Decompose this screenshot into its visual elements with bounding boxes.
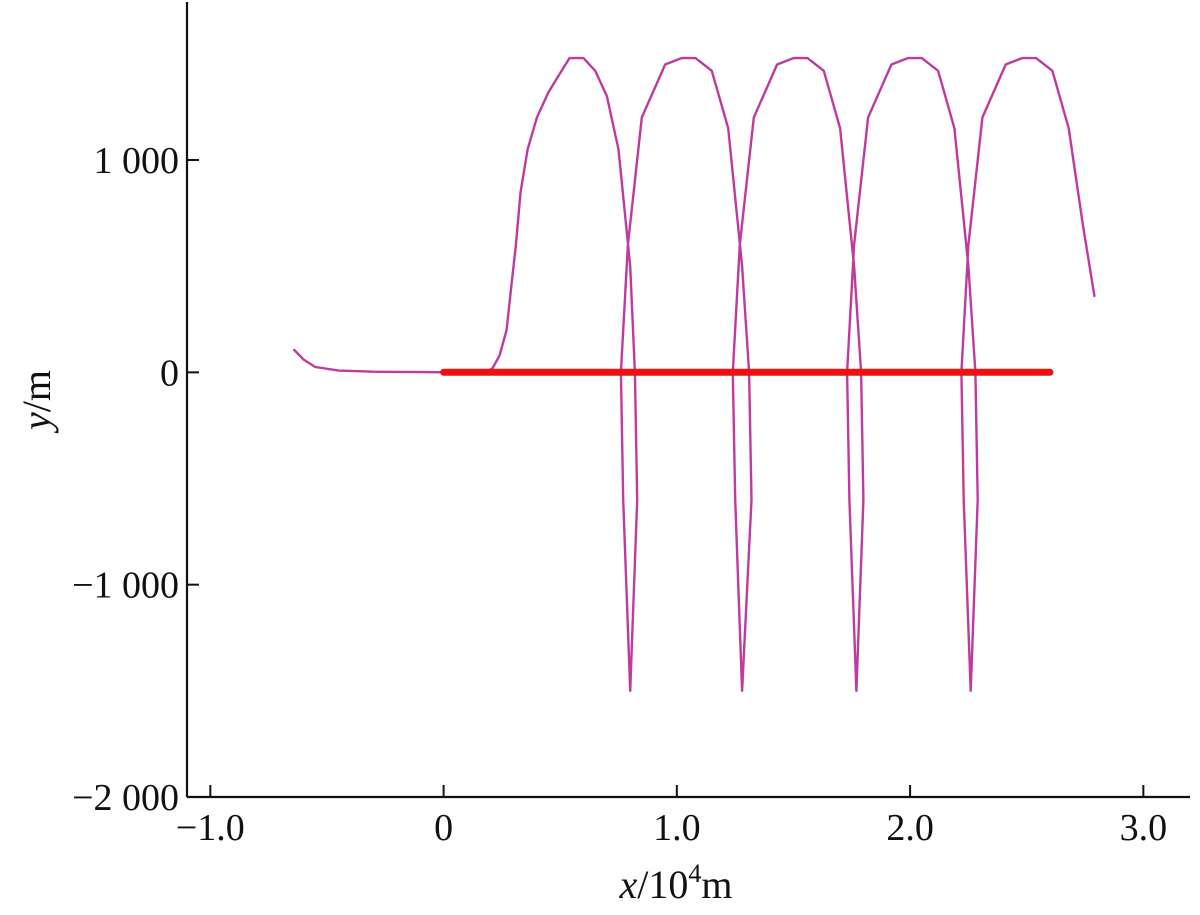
x-axis-title: x/104m <box>618 859 732 907</box>
y-tick-label: 1 000 <box>94 140 180 182</box>
ticks-layer: −1.0 0 1.0 2.0 3.0 1 000 0 −1 000 −2 000 <box>72 140 1167 849</box>
x-tick-label: 2.0 <box>886 807 934 849</box>
x-tick-label: 0 <box>434 807 453 849</box>
axes-layer <box>185 2 1190 799</box>
series-layer <box>293 56 1096 692</box>
y-tick-label: −2 000 <box>72 777 179 819</box>
y-axis-title: y/m <box>14 370 59 434</box>
trajectory-line-magenta <box>293 56 1096 692</box>
x-tick-label: 3.0 <box>1120 807 1168 849</box>
y-tick-label: −1 000 <box>72 565 179 607</box>
x-tick-label: 1.0 <box>653 807 701 849</box>
y-tick-label: 0 <box>160 352 179 394</box>
x-tick-label: −1.0 <box>176 807 245 849</box>
